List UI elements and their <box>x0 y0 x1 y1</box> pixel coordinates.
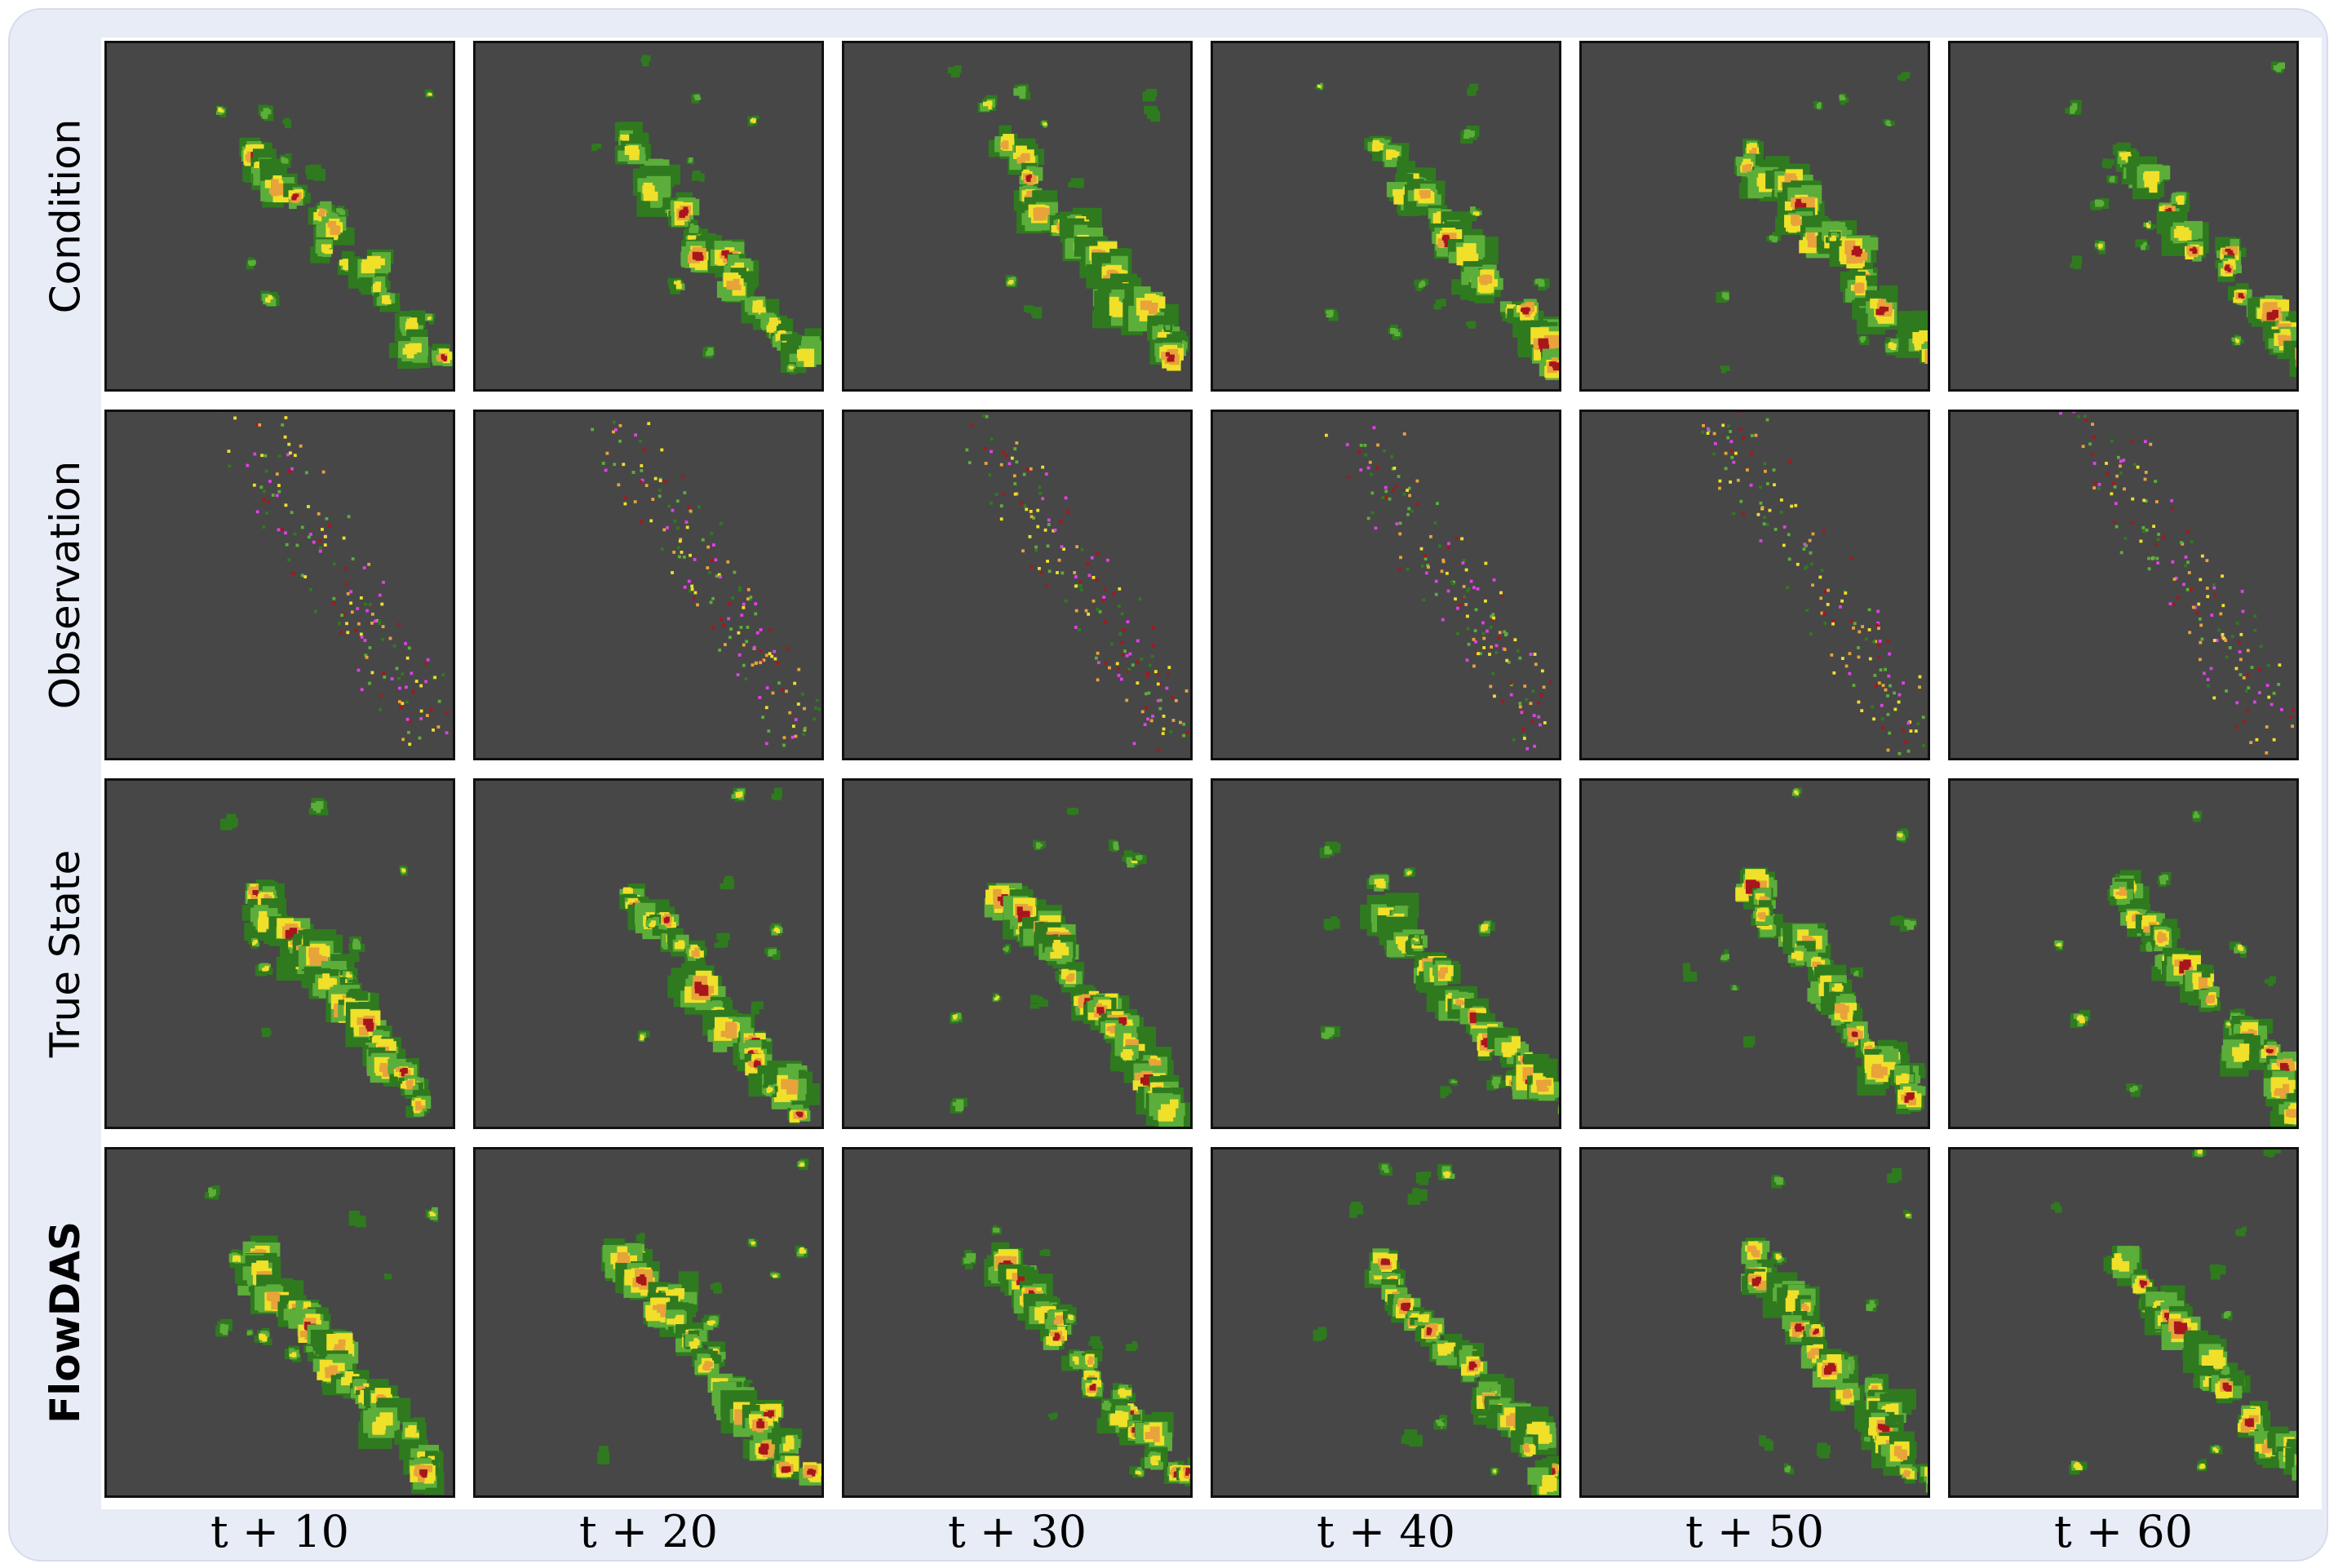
radar-field-image <box>1313 1163 1559 1495</box>
panel-flowdas-1 <box>104 1147 455 1498</box>
panel-observation-6 <box>1948 410 2299 760</box>
radar-field-image <box>591 55 821 374</box>
radar-field-image <box>619 787 820 1125</box>
radar-field-image <box>965 414 1189 752</box>
radar-field-image <box>204 1185 445 1495</box>
panel-flowdas-4 <box>1211 1147 1561 1498</box>
panel-flowdas-2 <box>473 1147 824 1498</box>
panel-condition-1 <box>104 41 455 392</box>
radar-field-image <box>591 420 821 747</box>
column-label-t10: t + 10 <box>210 1506 349 1557</box>
panel-true-state-4 <box>1211 778 1561 1129</box>
column-label-t60: t + 60 <box>2054 1506 2193 1557</box>
radar-field-image <box>1315 82 1559 380</box>
radar-field-image <box>1319 841 1559 1114</box>
panel-condition-2 <box>473 41 824 392</box>
radar-field-image <box>947 65 1189 371</box>
radar-field-image <box>961 1225 1190 1486</box>
radar-field-image <box>2054 810 2296 1127</box>
radar-field-image <box>1716 72 1928 374</box>
panel-condition-3 <box>842 41 1193 392</box>
radar-field-image <box>1324 426 1552 751</box>
radar-field-image <box>597 1158 821 1486</box>
column-label-t20: t + 20 <box>579 1506 718 1557</box>
panel-observation-5 <box>1579 410 1930 760</box>
panel-true-state-6 <box>1948 778 2299 1129</box>
panel-observation-1 <box>104 410 455 760</box>
radar-field-image <box>218 412 449 746</box>
radar-field-image <box>220 798 432 1118</box>
panel-true-state-2 <box>473 778 824 1129</box>
column-label-t40: t + 40 <box>1317 1506 1455 1557</box>
panel-condition-5 <box>1579 41 1930 392</box>
radar-field-image <box>2065 61 2296 378</box>
column-label-t50: t + 50 <box>1685 1506 1824 1557</box>
radar-field-image <box>949 808 1190 1127</box>
radar-field-image <box>1682 787 1926 1114</box>
radar-field-image <box>2050 1149 2296 1481</box>
panel-observation-3 <box>842 410 1193 760</box>
radar-field-image <box>215 89 453 369</box>
panel-flowdas-5 <box>1579 1147 1930 1498</box>
panel-condition-4 <box>1211 41 1561 392</box>
panel-true-state-3 <box>842 778 1193 1129</box>
radar-field-image <box>1701 412 1926 755</box>
column-label-t30: t + 30 <box>948 1506 1087 1557</box>
panel-true-state-1 <box>104 778 455 1129</box>
panel-true-state-5 <box>1579 778 1930 1129</box>
panel-observation-4 <box>1211 410 1561 760</box>
panel-observation-2 <box>473 410 824 760</box>
panel-condition-6 <box>1948 41 2299 392</box>
radar-field-image <box>2059 412 2295 755</box>
panel-flowdas-3 <box>842 1147 1193 1498</box>
radar-field-image <box>1741 1167 1928 1493</box>
panel-flowdas-6 <box>1948 1147 2299 1498</box>
